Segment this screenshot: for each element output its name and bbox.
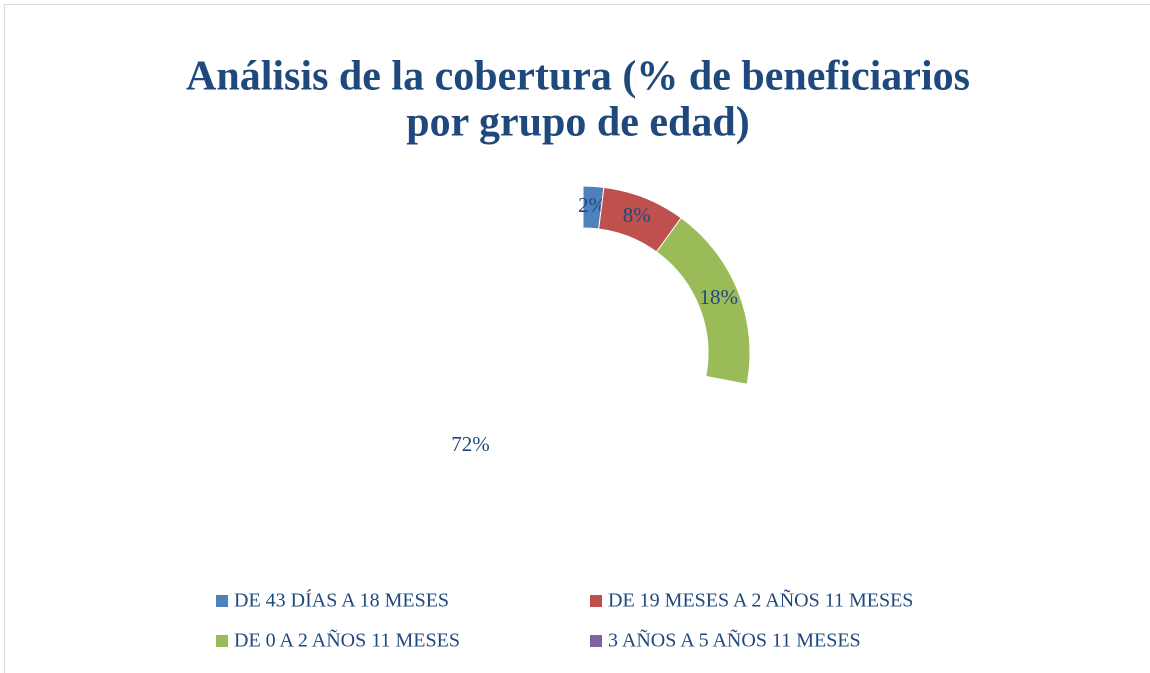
chart-title: Análisis de la cobertura (% de beneficia… — [186, 54, 970, 100]
legend-swatch — [216, 595, 228, 607]
legend-swatch — [590, 635, 602, 647]
legend-label: DE 19 MESES A 2 AÑOS 11 MESES — [608, 588, 913, 612]
legend-label: 3 AÑOS A 5 AÑOS 11 MESES — [608, 628, 861, 652]
chart-title: por grupo de edad) — [406, 100, 749, 146]
legend-swatch — [590, 595, 602, 607]
legend-label: DE 0 A 2 AÑOS 11 MESES — [234, 628, 460, 652]
legend-label: DE 43 DÍAS A 18 MESES — [234, 589, 449, 612]
data-label: 72% — [451, 432, 490, 456]
legend-swatch — [216, 635, 228, 647]
doughnut-slice — [655, 217, 751, 385]
data-label: 8% — [623, 203, 651, 227]
chart-frame — [4, 4, 1150, 673]
data-label: 18% — [699, 285, 738, 309]
